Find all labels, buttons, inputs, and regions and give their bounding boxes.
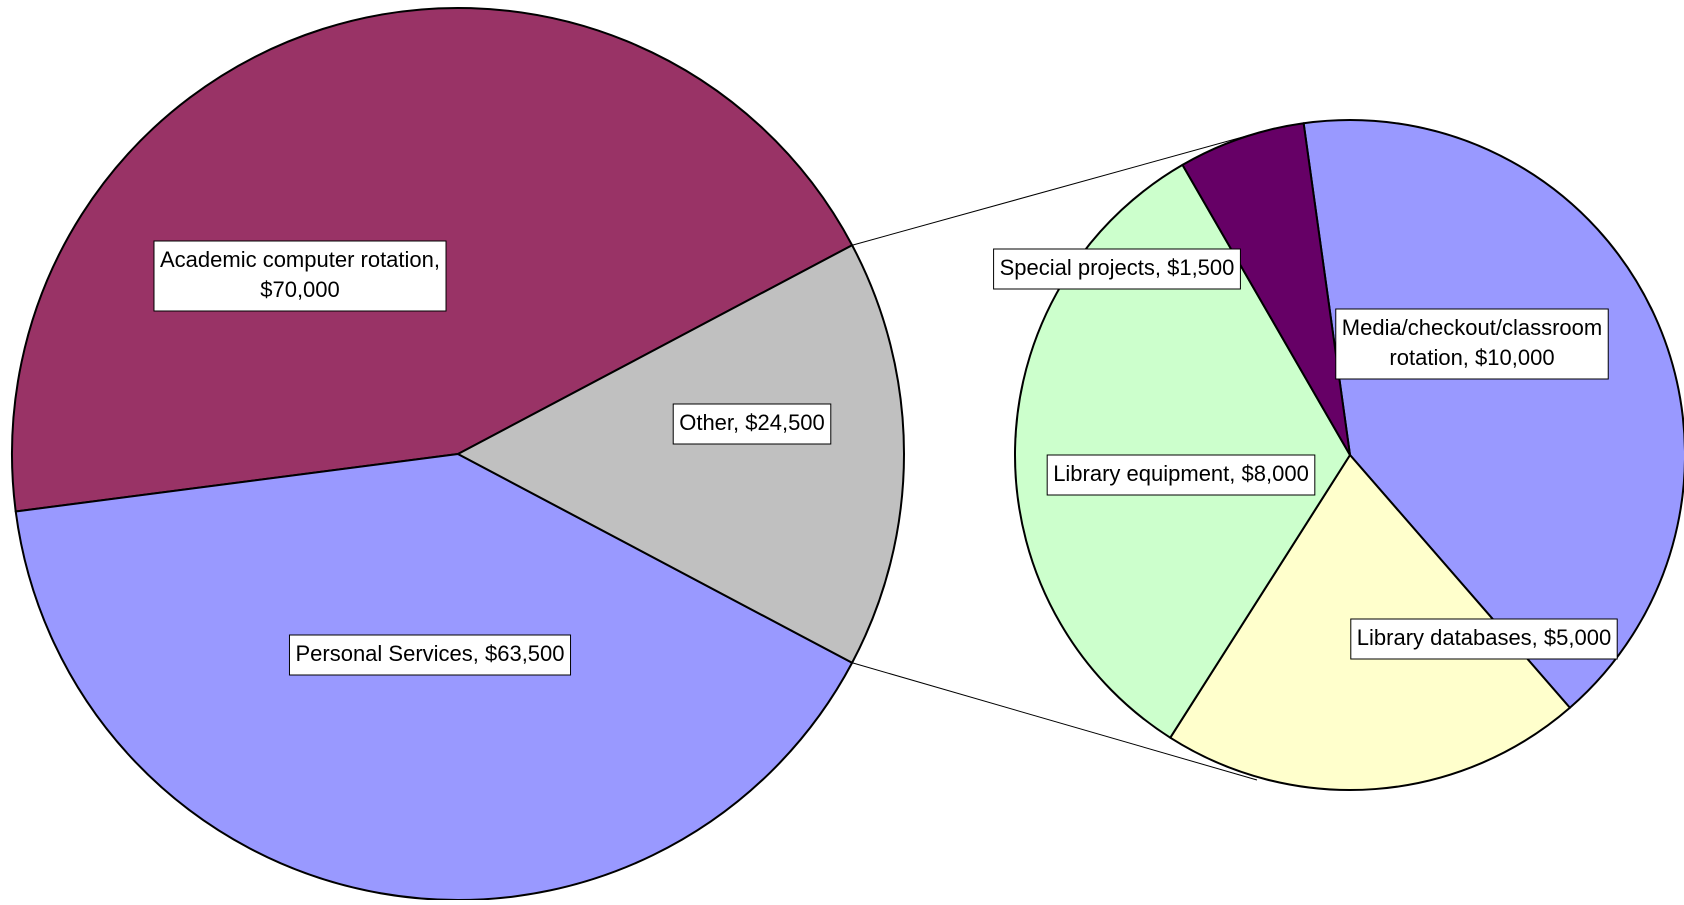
label-academic-computer-rotation: Academic computer rotation, $70,000 <box>153 240 447 312</box>
label-other: Other, $24,500 <box>672 403 832 445</box>
label-library-databases-text: Library databases, $5,000 <box>1357 625 1611 650</box>
label-personal-services-box <box>288 634 572 676</box>
label-library-databases-box <box>1350 618 1618 660</box>
connector-line-bottom <box>851 662 1258 781</box>
secondary-slice-special-projects-1-500 <box>1181 122 1351 456</box>
label-media-checkout-classroom-rotation-text-line2: rotation, $10,000 <box>1389 345 1554 370</box>
label-library-equipment-text: Library equipment, $8,000 <box>1053 461 1309 486</box>
data-labels: Academic computer rotation, $70,000 Person… <box>153 240 1618 676</box>
label-other-box <box>672 403 832 445</box>
label-academic-computer-rotation-text-line2: $70,000 <box>260 277 340 302</box>
main-pie <box>11 7 905 901</box>
label-personal-services-text: Personal Services, $63,500 <box>295 641 564 666</box>
main-slice-other-24-500 <box>457 244 905 664</box>
label-other-text: Other, $24,500 <box>679 410 825 435</box>
label-library-equipment-box <box>1046 454 1316 496</box>
label-personal-services: Personal Services, $63,500 <box>288 634 572 676</box>
label-media-checkout-classroom-rotation-text: Media/checkout/classroom <box>1342 315 1602 340</box>
secondary-slice-media-checkout-classroom <box>1302 119 1684 709</box>
secondary-pie <box>1014 119 1684 791</box>
connector-line-top <box>851 134 1251 246</box>
label-media-checkout-classroom-rotation: Media/checkout/classroom rotation, $10,00… <box>1335 308 1609 380</box>
label-library-equipment: Library equipment, $8,000 <box>1046 454 1316 496</box>
label-library-databases: Library databases, $5,000 <box>1350 618 1618 660</box>
label-academic-computer-rotation-text: Academic computer rotation, <box>160 247 440 272</box>
secondary-slice-library-equipment-8-000 <box>1014 163 1351 739</box>
label-academic-computer-rotation-box <box>153 240 447 312</box>
label-special-projects: Special projects, $1,500 <box>993 248 1241 290</box>
label-special-projects-text: Special projects, $1,500 <box>1000 255 1235 280</box>
label-media-checkout-classroom-rotation-box <box>1335 308 1609 380</box>
label-special-projects-box <box>993 248 1241 290</box>
connector-lines <box>851 134 1258 781</box>
main-slice-personal-services-63-500 <box>14 453 854 901</box>
